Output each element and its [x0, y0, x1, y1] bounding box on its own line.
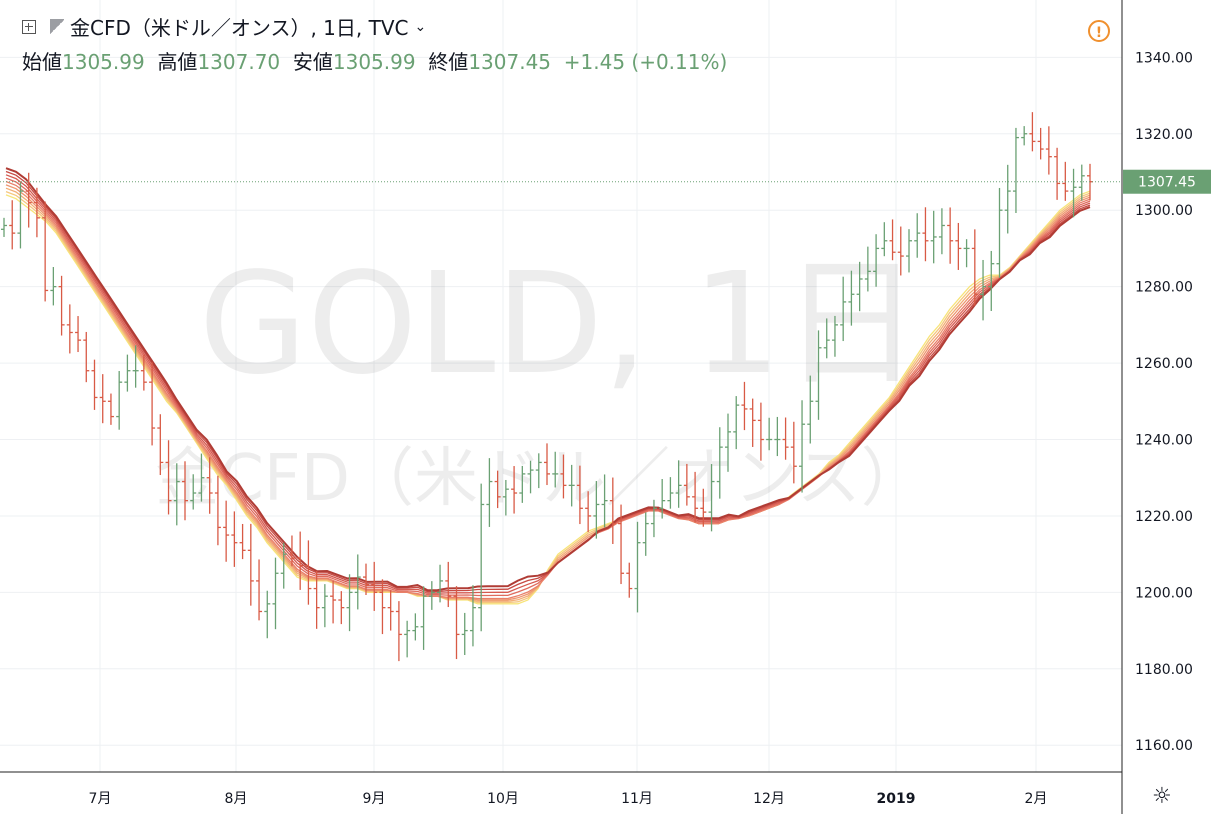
settings-gear-icon[interactable]: ☼: [1152, 784, 1172, 809]
close-label: 終値: [428, 50, 469, 74]
high-value: 1307.70: [197, 50, 281, 74]
x-tick-label: 9月: [363, 791, 386, 807]
watermark-title: GOLD, 1日: [199, 243, 922, 406]
collapse-icon[interactable]: [22, 19, 36, 34]
x-tick-label: 8月: [225, 791, 248, 807]
x-tick-label: 10月: [487, 791, 519, 807]
y-tick-label: 1320.00: [1135, 127, 1193, 143]
moving-average-line: [5, 190, 1091, 605]
ohlc-row: 始値1305.99 高値1307.70 安値1305.99 終値1307.45 …: [22, 46, 727, 75]
flag-icon: [50, 18, 64, 35]
y-tick-label: 1260.00: [1135, 356, 1193, 372]
last-price-label: 1307.45: [1138, 175, 1196, 191]
x-tick-label: 7月: [89, 791, 112, 807]
symbol-row: 金CFD（米ドル／オンス）, 1日, TVC ⌄: [22, 12, 426, 41]
open-label: 始値: [22, 50, 62, 74]
y-tick-label: 1180.00: [1135, 662, 1193, 678]
last-price-badge: [1123, 169, 1211, 194]
y-tick-label: 1340.00: [1135, 50, 1193, 66]
moving-average-line: [5, 190, 1091, 604]
x-tick-label: 11月: [621, 791, 653, 807]
y-tick-label: 1160.00: [1135, 738, 1193, 754]
y-tick-label: 1200.00: [1135, 585, 1193, 601]
low-value: 1305.99: [332, 50, 416, 74]
x-tick-label: 2月: [1025, 791, 1048, 807]
y-tick-label: 1300.00: [1135, 203, 1193, 219]
watermark-subtitle: 金CFD（米ドル／オンス）: [155, 442, 925, 516]
change-value: +1.45 (+0.11%): [563, 50, 728, 74]
y-tick-label: 1220.00: [1135, 509, 1193, 525]
x-tick-label: 2019: [877, 791, 916, 807]
chevron-down-icon[interactable]: ⌄: [414, 18, 427, 35]
y-tick-label: 1240.00: [1135, 433, 1193, 449]
low-label: 安値: [292, 50, 333, 74]
open-value: 1305.99: [62, 50, 145, 74]
x-tick-label: 12月: [753, 791, 785, 807]
high-label: 高値: [157, 50, 198, 74]
chart-header: 金CFD（米ドル／オンス）, 1日, TVC ⌄ 始値1305.99 高値130…: [0, 0, 1120, 80]
y-tick-label: 1280.00: [1135, 280, 1193, 296]
close-value: 1307.45: [468, 50, 552, 74]
warning-icon[interactable]: !: [1088, 20, 1110, 42]
symbol-title[interactable]: 金CFD（米ドル／オンス）, 1日, TVC: [70, 16, 409, 40]
moving-average-line: [5, 167, 1091, 592]
